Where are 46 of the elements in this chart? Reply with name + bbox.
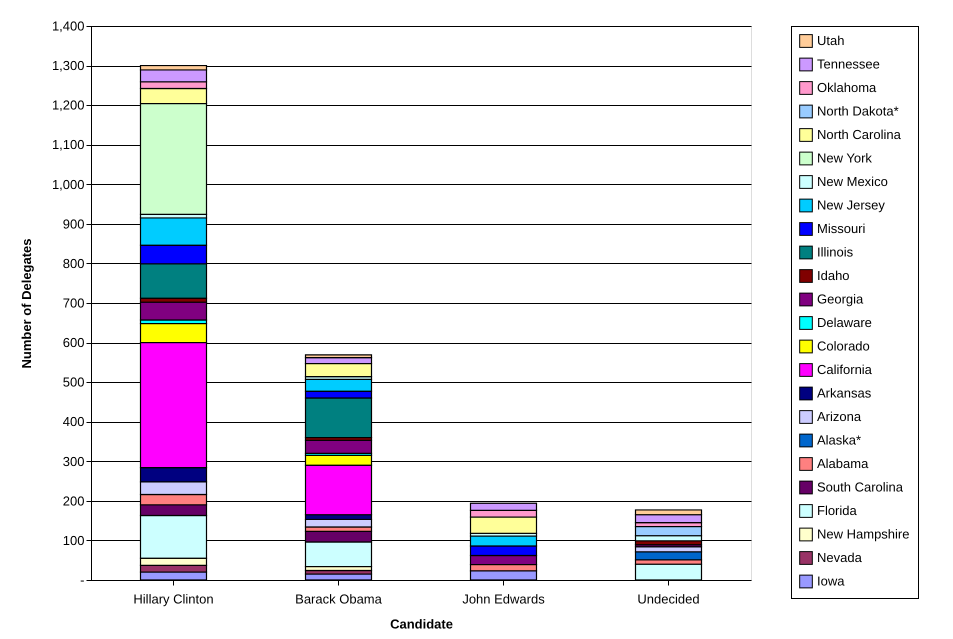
y-tick-label: 1,200 [52, 98, 84, 113]
legend-label: New Mexico [817, 174, 888, 189]
y-tick-label: 1,000 [52, 176, 84, 192]
y-tick-label: 300 [62, 454, 84, 469]
legend-label: California [817, 362, 873, 377]
legend-label: New Hampshire [817, 526, 910, 542]
x-tick-label: Barack Obama [295, 592, 383, 606]
y-tick-label: 100 [62, 532, 84, 548]
legend-label: New York [817, 150, 872, 166]
legend-label: New Jersey [817, 198, 886, 212]
y-axis-title: Number of Delegates [18, 238, 34, 369]
legend-label: South Carolina [817, 480, 904, 494]
legend-label: Utah [817, 33, 844, 48]
legend-label: Iowa [817, 574, 846, 588]
y-tick-label: 800 [62, 256, 84, 271]
legend-label: Alabama [817, 456, 870, 471]
legend-label: Delaware [817, 315, 872, 330]
y-tick-label: 900 [62, 216, 84, 232]
legend-label: Georgia [817, 292, 864, 306]
y-tick-label: 500 [62, 374, 84, 390]
legend-label: Arkansas [817, 386, 872, 400]
y-tick-label: 400 [62, 414, 84, 430]
y-tick-label: 200 [62, 493, 84, 508]
y-tick-label: 700 [62, 296, 84, 310]
legend-label: Missouri [817, 221, 866, 236]
y-tick-label: 1,400 [52, 18, 84, 34]
y-tick-label: - [80, 572, 84, 588]
legend-label: Oklahoma [817, 80, 878, 95]
legend-label: Florida [817, 503, 858, 518]
legend-label: Arizona [817, 409, 862, 424]
x-tick-label: Undecided [637, 592, 700, 606]
y-tick-label: 1,100 [52, 137, 84, 152]
legend-label: Alaska* [817, 432, 862, 448]
legend-label: Illinois [817, 244, 854, 260]
y-tick-label: 600 [62, 335, 84, 350]
legend-label: North Dakota* [817, 104, 899, 118]
legend-label: Colorado [817, 338, 870, 354]
legend-label: North Carolina [817, 127, 902, 142]
legend-label: Tennessee [817, 56, 880, 72]
y-tick-label: 1,300 [52, 58, 84, 74]
x-tick-label: Hillary Clinton [133, 592, 214, 606]
x-tick-label: John Edwards [462, 592, 546, 606]
x-axis-title: Candidate [390, 616, 453, 632]
legend-label: Nevada [817, 550, 863, 565]
bar [304, 440, 372, 454]
legend-label: Idaho [817, 268, 850, 283]
